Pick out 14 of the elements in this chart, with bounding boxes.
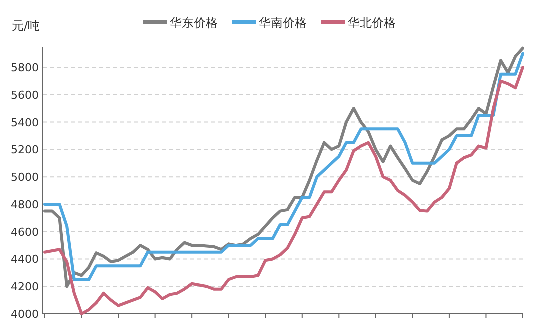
y-tick-label: 5600 [11, 88, 39, 102]
y-tick-label: 5400 [11, 116, 39, 130]
y-tick-label: 4000 [11, 308, 39, 321]
legend-label: 华东价格 [170, 16, 218, 30]
y-tick-label: 4400 [11, 253, 39, 266]
legend-label: 华北价格 [348, 16, 396, 30]
y-tick-label: 5200 [11, 144, 39, 157]
y-axis-title: 元/吨 [12, 19, 40, 33]
y-tick-label: 4800 [11, 198, 39, 212]
y-tick-label: 5800 [11, 62, 39, 75]
y-tick-label: 4600 [11, 226, 39, 239]
y-tick-label: 4200 [11, 280, 39, 294]
legend-label: 华南价格 [259, 16, 307, 30]
y-tick-label: 5000 [11, 171, 39, 184]
